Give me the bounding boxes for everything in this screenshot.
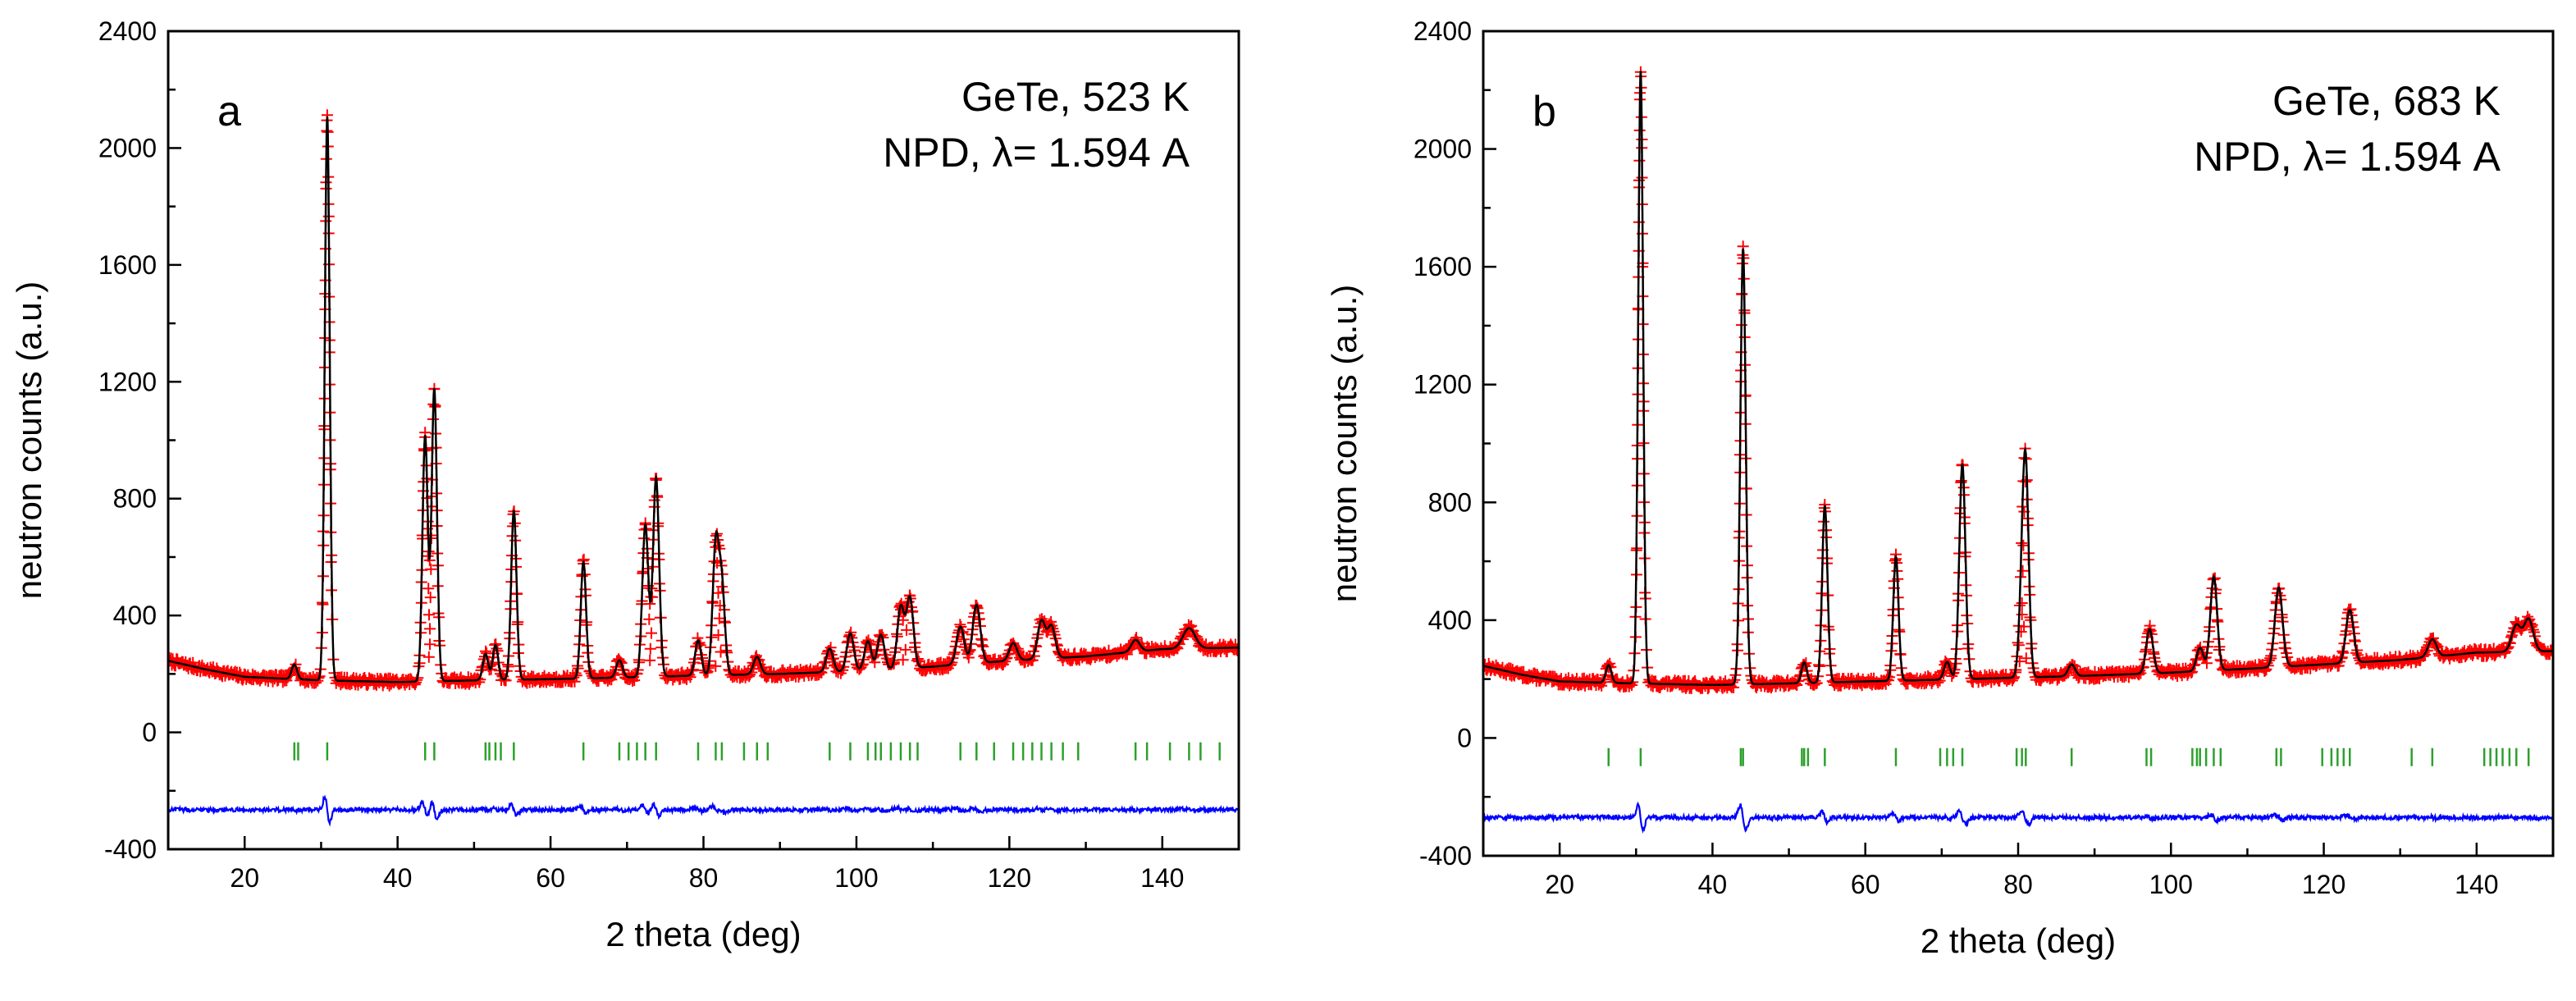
- y-tick-label: 2400: [98, 16, 157, 46]
- calculated-line: [168, 117, 1239, 683]
- x-tick-label: 100: [2149, 870, 2193, 899]
- x-tick-label: 80: [689, 863, 719, 893]
- x-tick-label: 40: [383, 863, 413, 893]
- x-tick-label: 120: [2302, 870, 2345, 899]
- x-tick-label: 60: [1851, 870, 1880, 899]
- y-tick-label: 2000: [98, 133, 157, 162]
- calculated-line: [1483, 71, 2553, 687]
- y-tick-label: 400: [113, 601, 157, 630]
- x-tick-label: 140: [2455, 870, 2498, 899]
- y-tick-label: 400: [1428, 606, 1472, 635]
- y-tick-label: 2000: [1414, 135, 1472, 164]
- y-tick-label: 800: [1428, 487, 1472, 517]
- y-axis-label: neutron counts (a.u.): [1325, 285, 1363, 603]
- panel-b: 20 40 60 80 100 120 140 -400 0 400 800 1200 1600 2000…: [1325, 16, 2555, 960]
- y-tick-label: 1200: [1414, 370, 1472, 400]
- bragg-ticks: [293, 742, 1221, 761]
- panel-a: 20 40 60 80 100 120 140 -400 0 400 800 1200 1600 2000…: [10, 16, 1240, 953]
- x-tick-label: 80: [2003, 870, 2033, 899]
- y-tick-label: -400: [104, 834, 157, 864]
- y-tick-label: 800: [113, 484, 157, 514]
- annotation-line: GeTe, 523 K: [961, 74, 1190, 120]
- x-tick-label: 60: [536, 863, 565, 893]
- y-tick-label: 1600: [98, 250, 157, 280]
- panel-letter: b: [1532, 88, 1556, 135]
- annotation-line: NPD, λ= 1.594 A: [883, 130, 1190, 176]
- x-axis-label: 2 theta (deg): [1921, 921, 2116, 960]
- difference-line: [168, 794, 1239, 827]
- x-axis-label: 2 theta (deg): [605, 915, 801, 953]
- y-tick-label: 1600: [1414, 252, 1472, 281]
- y-tick-label: 1200: [98, 367, 157, 396]
- x-tick-label: 40: [1698, 870, 1728, 899]
- difference-line: [1483, 801, 2553, 834]
- x-tick-label: 20: [1545, 870, 1574, 899]
- x-tick-label: 120: [988, 863, 1031, 893]
- y-tick-label: 0: [1457, 723, 1472, 752]
- panel-letter: a: [217, 88, 241, 135]
- annotation-line: NPD, λ= 1.594 A: [2194, 134, 2501, 180]
- y-tick-label: -400: [1419, 841, 1472, 871]
- x-tick-label: 20: [230, 863, 259, 893]
- y-tick-label: 2400: [1414, 16, 1472, 46]
- x-tick-label: 140: [1140, 863, 1184, 893]
- bragg-ticks: [1607, 747, 2530, 766]
- plot-area: [1483, 66, 2553, 834]
- plot-area: [168, 109, 1239, 827]
- y-tick-label: 0: [142, 718, 157, 747]
- annotation-line: GeTe, 683 K: [2272, 78, 2501, 124]
- x-tick-label: 100: [834, 863, 878, 893]
- y-axis-label: neutron counts (a.u.): [10, 281, 48, 600]
